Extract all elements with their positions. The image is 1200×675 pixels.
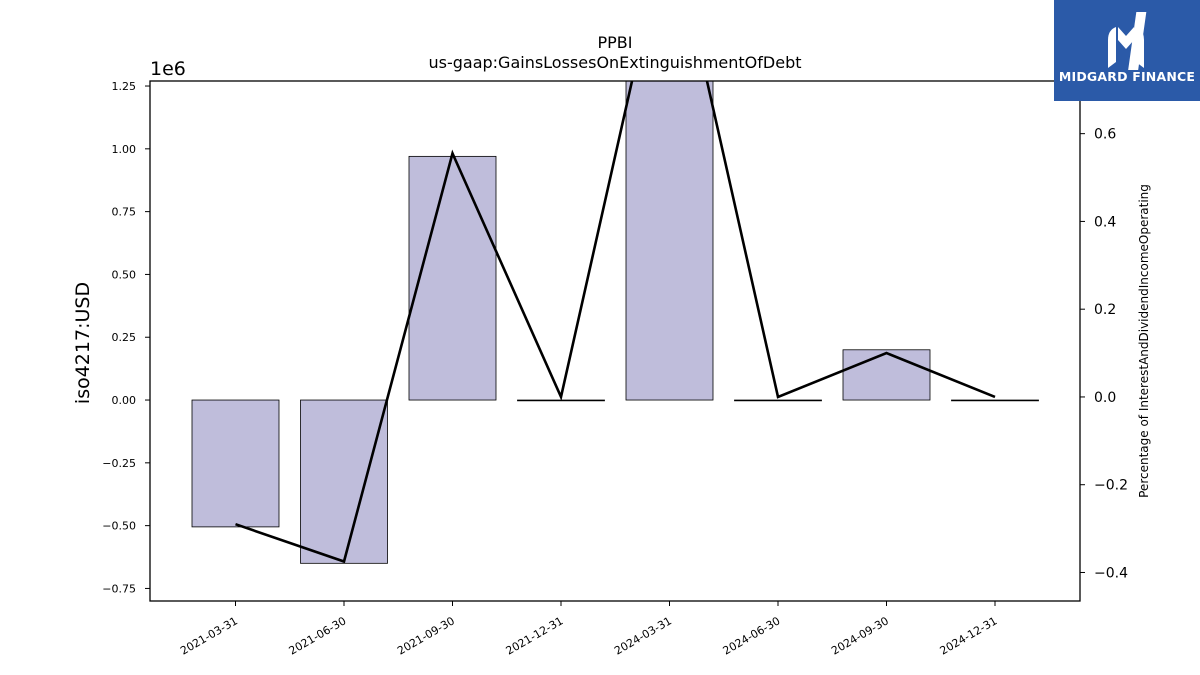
bar xyxy=(951,399,1039,402)
chart-title: PPBI xyxy=(598,33,633,52)
plot-frame xyxy=(149,80,1081,602)
x-tick-label: 2021-06-30 xyxy=(287,614,349,657)
bar xyxy=(517,399,605,402)
y-tick-label: 0.25 xyxy=(112,331,137,344)
bar xyxy=(734,399,822,402)
logo-text: MIDGARD FINANCE xyxy=(1058,69,1196,84)
y2-tick-label: −0.4 xyxy=(1094,565,1128,581)
y2-tick-label: 0.4 xyxy=(1094,214,1116,230)
y-tick-label: 1.00 xyxy=(112,143,137,156)
x-tick-label: 2021-09-30 xyxy=(395,614,457,657)
y-tick-label: −0.75 xyxy=(102,582,136,595)
x-tick-label: 2021-03-31 xyxy=(178,614,240,657)
series-line xyxy=(235,81,996,564)
y-tick-label: 0.00 xyxy=(112,394,137,407)
y2-tick-label: 0.0 xyxy=(1094,390,1116,406)
line-layer xyxy=(235,81,996,564)
y-tick-label: 1.25 xyxy=(112,80,137,93)
bar xyxy=(191,399,280,528)
x-tick-label: 2021-12-31 xyxy=(504,614,566,657)
bar xyxy=(300,399,388,564)
x-tick-label: 2024-03-31 xyxy=(612,614,674,657)
midgard-logo-icon xyxy=(1108,12,1147,70)
y-tick-label: 0.75 xyxy=(112,206,137,219)
midgard-logo: MIDGARD FINANCE xyxy=(1054,0,1200,101)
y2-tick-label: 0.2 xyxy=(1094,302,1116,318)
y-tick-label: −0.25 xyxy=(102,457,136,470)
y2-tick-label: 0.6 xyxy=(1094,127,1116,143)
bar xyxy=(625,81,714,401)
y-tick-label: 0.50 xyxy=(112,268,137,281)
x-tick-label: 2024-09-30 xyxy=(829,614,891,657)
x-tick-label: 2024-12-31 xyxy=(938,614,1000,657)
bar xyxy=(408,155,497,401)
y-tick-label: −0.50 xyxy=(102,520,136,533)
chart-subtitle: us-gaap:GainsLossesOnExtinguishmentOfDeb… xyxy=(428,53,801,72)
axes-layer: 1.25 1.00 0.75 0.50 0.25 0.00 −0.25 −0.50 −0.75 0… xyxy=(102,80,1128,658)
y-offset-label: 1e6 xyxy=(150,58,186,80)
bars-layer xyxy=(191,81,1039,564)
y-axis-label: iso4217:USD xyxy=(72,282,94,404)
y2-tick-label: −0.2 xyxy=(1094,478,1128,494)
y2-axis-label: Percentage of InterestAndDividendIncomeO… xyxy=(1137,184,1151,498)
bar xyxy=(842,349,931,401)
x-tick-label: 2024-06-30 xyxy=(721,614,783,657)
